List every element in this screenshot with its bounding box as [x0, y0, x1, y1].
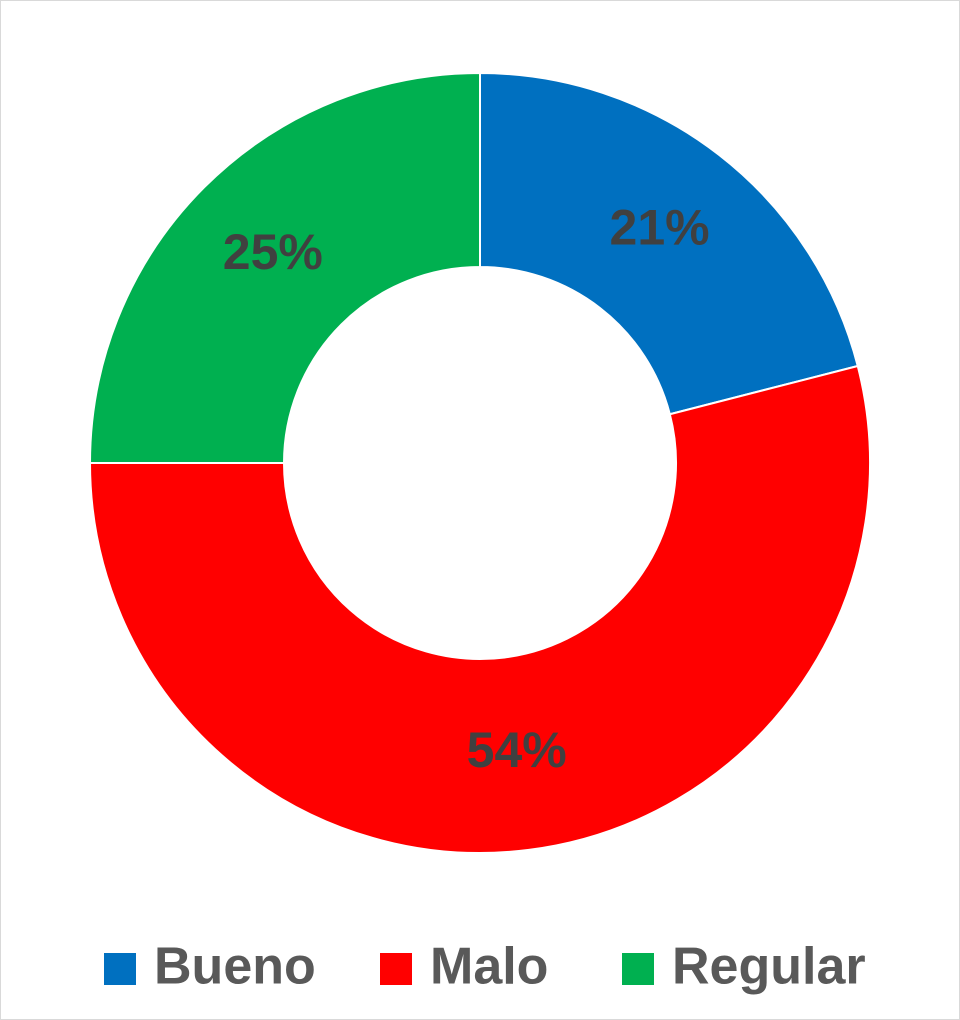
- data-label: 54%: [467, 722, 567, 778]
- legend-swatch: [622, 953, 654, 985]
- legend-label: Bueno: [154, 938, 316, 996]
- legend-swatch: [380, 953, 412, 985]
- legend-swatch: [104, 953, 136, 985]
- legend-label: Malo: [430, 938, 548, 996]
- donut-slice: [479, 71, 859, 416]
- data-label: 21%: [610, 200, 710, 256]
- donut-slice: [88, 71, 481, 464]
- legend-label: Regular: [672, 938, 866, 996]
- data-label: 25%: [223, 224, 323, 280]
- donut-slice: [88, 364, 871, 854]
